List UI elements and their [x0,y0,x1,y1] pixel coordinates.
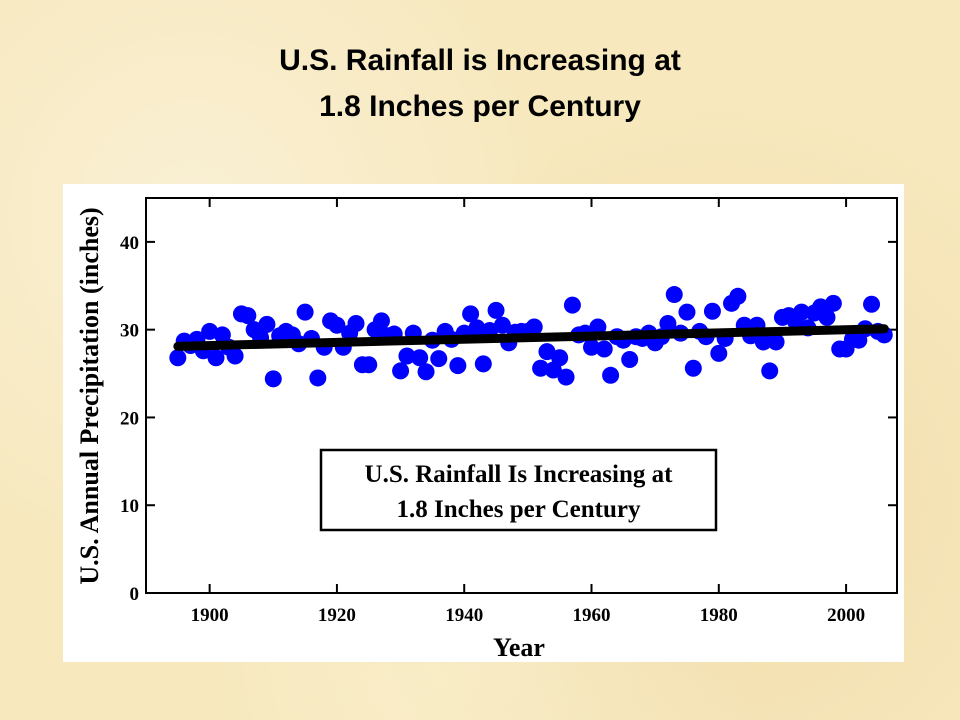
data-point [201,322,219,340]
data-point [678,303,696,321]
data-point [684,359,702,377]
x-axis-ticks: 1900 1920 1940 1960 1980 2000 [191,198,865,626]
slide-title-line-2: 1.8 Inches per Century [319,90,641,123]
plot-frame [145,197,898,594]
data-point [818,308,836,326]
slide-title: U.S. Rainfall is Increasing at 1.8 Inche… [0,38,960,130]
x-tick-label: 2000 [827,605,865,626]
data-point [360,356,378,374]
y-tick-label: 20 [120,408,139,429]
x-tick-label: 1980 [700,605,738,626]
data-point [710,344,728,362]
data-point [347,315,365,333]
data-point [169,349,187,367]
data-point [474,355,492,373]
annotation-box: U.S. Rainfall Is Increasing at 1.8 Inche… [319,448,718,532]
data-point [207,349,225,367]
x-tick-label: 1900 [191,605,229,626]
data-point [264,370,282,388]
y-tick-label: 0 [130,584,140,605]
data-point [430,350,448,368]
data-point [296,303,314,321]
data-point [595,340,613,358]
data-point [487,301,505,319]
data-point [309,369,327,387]
slide-title-line-1: U.S. Rainfall is Increasing at [279,44,681,77]
data-point [563,296,581,314]
y-axis-ticks: 0 10 20 30 40 [120,233,897,605]
data-point [411,349,429,367]
y-tick-label: 10 [120,496,139,517]
data-point [493,316,511,334]
data-point [589,318,607,336]
data-point [449,357,467,375]
data-point [226,347,244,365]
precipitation-scatter-chart: 0 10 20 30 40 1900 1920 1940 1960 1980 2000 U.S. … [75,197,898,662]
data-point [621,351,639,369]
data-point [665,286,683,304]
data-point [392,362,410,380]
x-axis-label: Year [493,633,545,662]
data-point [372,312,390,330]
trend-line [173,324,889,351]
data-point [462,305,480,323]
x-tick-label: 1920 [318,605,356,626]
data-point [824,294,842,312]
data-point [729,287,747,305]
data-point [761,362,779,380]
data-point [583,338,601,356]
y-tick-label: 30 [120,321,139,342]
data-point [328,316,346,334]
data-point [863,295,881,313]
data-point [557,368,575,386]
annotation-box-frame [319,448,718,532]
x-tick-label: 1960 [573,605,611,626]
y-tick-label: 40 [120,233,139,254]
annotation-line-2: 1.8 Inches per Century [397,496,641,523]
y-axis-label: U.S. Annual Precipitation (inches) [75,207,104,584]
data-point [239,307,257,325]
data-point [525,318,543,336]
data-point [468,319,486,337]
data-point [532,359,550,377]
data-point [551,349,569,367]
data-point [417,363,435,381]
data-point [754,333,772,351]
chart-figure: 0 10 20 30 40 1900 1920 1940 1960 1980 2000 U.S. … [63,184,904,662]
data-point [602,366,620,384]
data-point [767,333,785,351]
data-point [398,347,416,365]
data-point [659,315,677,333]
data-point [538,343,556,361]
data-point [793,303,811,321]
data-point [258,315,276,333]
data-point [703,302,721,320]
x-tick-label: 1940 [445,605,483,626]
annotation-line-1: U.S. Rainfall Is Increasing at [365,461,674,488]
